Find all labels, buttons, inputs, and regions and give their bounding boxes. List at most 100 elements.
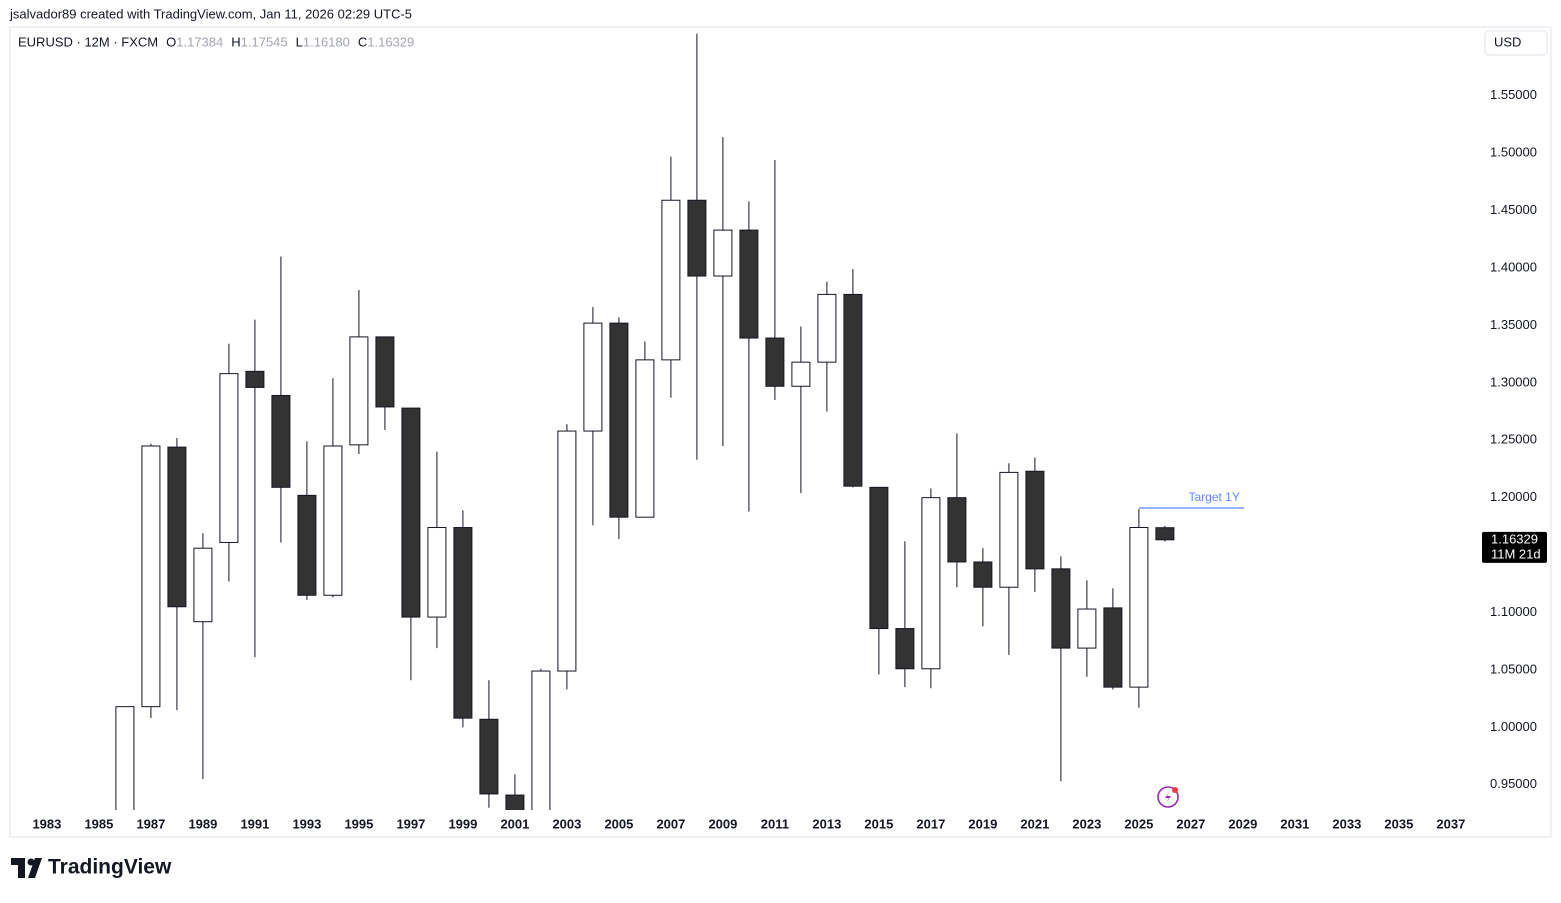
candle-body [687,199,707,277]
x-tick-label: 2031 [1280,816,1309,831]
candle-body [557,430,577,672]
y-tick-label: 1.10000 [1490,604,1537,619]
y-tick-label: 1.45000 [1490,202,1537,217]
x-tick-label: 1997 [396,816,425,831]
candle-body [661,199,681,361]
candle-body [583,322,603,432]
y-tick-label: 1.00000 [1490,719,1537,734]
ohlc-value: 1.16180 [303,34,350,49]
last-price-box [1482,531,1547,563]
ohlc-value: 1.17384 [176,34,223,49]
ohlc-label: L [296,34,303,49]
ohlc-value: 1.17545 [241,34,288,49]
x-tick-label: 2017 [916,816,945,831]
x-tick-label: 2033 [1332,816,1361,831]
candle-body [323,445,343,596]
candle-body [193,547,213,623]
y-tick-label: 1.05000 [1490,661,1537,676]
candle-body [635,359,655,518]
y-tick-label: 1.50000 [1490,145,1537,160]
candle-body [947,497,967,563]
x-tick-label: 2037 [1436,816,1465,831]
y-tick-label: 1.25000 [1490,432,1537,447]
y-tick-label: 1.20000 [1490,489,1537,504]
candle-body [453,527,473,719]
x-tick-label: 1999 [448,816,477,831]
candle-body [505,794,525,810]
candle-body [401,407,421,618]
x-tick-label: 1987 [136,816,165,831]
y-tick-label: 1.30000 [1490,374,1537,389]
candle-body [1077,608,1097,649]
candle-body [219,373,239,543]
last-price: 1.16329 [1491,531,1538,546]
y-tick-label: 1.55000 [1490,87,1537,102]
target-label: Target 1Y [1189,490,1240,504]
candle-body [1155,527,1175,541]
countdown: 11M 21d [1491,546,1541,561]
candle-body [869,486,889,630]
x-tick-label: 2015 [864,816,893,831]
candle-body [973,561,993,588]
ohlc-label: H [231,34,240,49]
candle-body [713,229,733,277]
currency-box[interactable] [1484,30,1548,56]
candle-body [141,445,161,708]
candle-body [427,527,447,618]
ohlc-label: O [166,34,176,49]
x-tick-label: 2025 [1124,816,1153,831]
x-tick-label: 1993 [292,816,321,831]
ohlc-value: 1.16329 [367,34,414,49]
chart-frame [9,26,1552,838]
x-tick-label: 1995 [344,816,373,831]
x-tick-label: 2029 [1228,816,1257,831]
x-tick-label: 1989 [188,816,217,831]
x-tick-label: 1983 [32,816,61,831]
x-tick-label: 2021 [1020,816,1049,831]
x-tick-label: 1985 [84,816,113,831]
y-tick-label: 0.95000 [1490,776,1537,791]
candle-body [297,494,317,596]
candle-body [1051,568,1071,649]
candle-body [115,706,135,810]
x-tick-label: 2027 [1176,816,1205,831]
plot-area [115,33,1244,810]
x-tick-label: 2009 [708,816,737,831]
candle-body [609,322,629,518]
candle-body [271,394,291,488]
candle-body [999,471,1019,588]
candle-body [817,293,837,363]
x-tick-label: 2003 [552,816,581,831]
x-tick-label: 2011 [761,816,789,831]
x-tick-label: 2035 [1384,816,1413,831]
y-tick-label: 1.35000 [1490,317,1537,332]
candle-body [843,293,863,487]
x-tick-label: 2023 [1072,816,1101,831]
currency[interactable]: USD [1494,34,1521,49]
candle-body [1103,607,1123,688]
y-tick-label: 1.40000 [1490,259,1537,274]
x-tick-label: 1991 [240,816,269,831]
branding: TradingView [48,856,172,879]
candle-body [765,337,785,387]
logo-mark [11,858,42,878]
candle-body [895,628,915,670]
candle-body [245,370,265,388]
x-tick-label: 2001 [500,816,529,831]
candle-body [167,446,187,608]
symbol: EURUSD · 12M · FXCM [18,34,158,49]
candle-body [479,718,499,795]
x-tick-label: 2013 [812,816,841,831]
candle-body [791,361,811,387]
candle-body [531,670,551,810]
candle-body [349,336,369,446]
ohlc-label: C [358,34,367,49]
alert-icon[interactable] [1157,786,1179,808]
candle-body [375,336,395,408]
candle-body [1025,470,1045,570]
x-tick-label: 2019 [968,816,997,831]
x-tick-label: 2007 [656,816,685,831]
candle-body [921,497,941,670]
